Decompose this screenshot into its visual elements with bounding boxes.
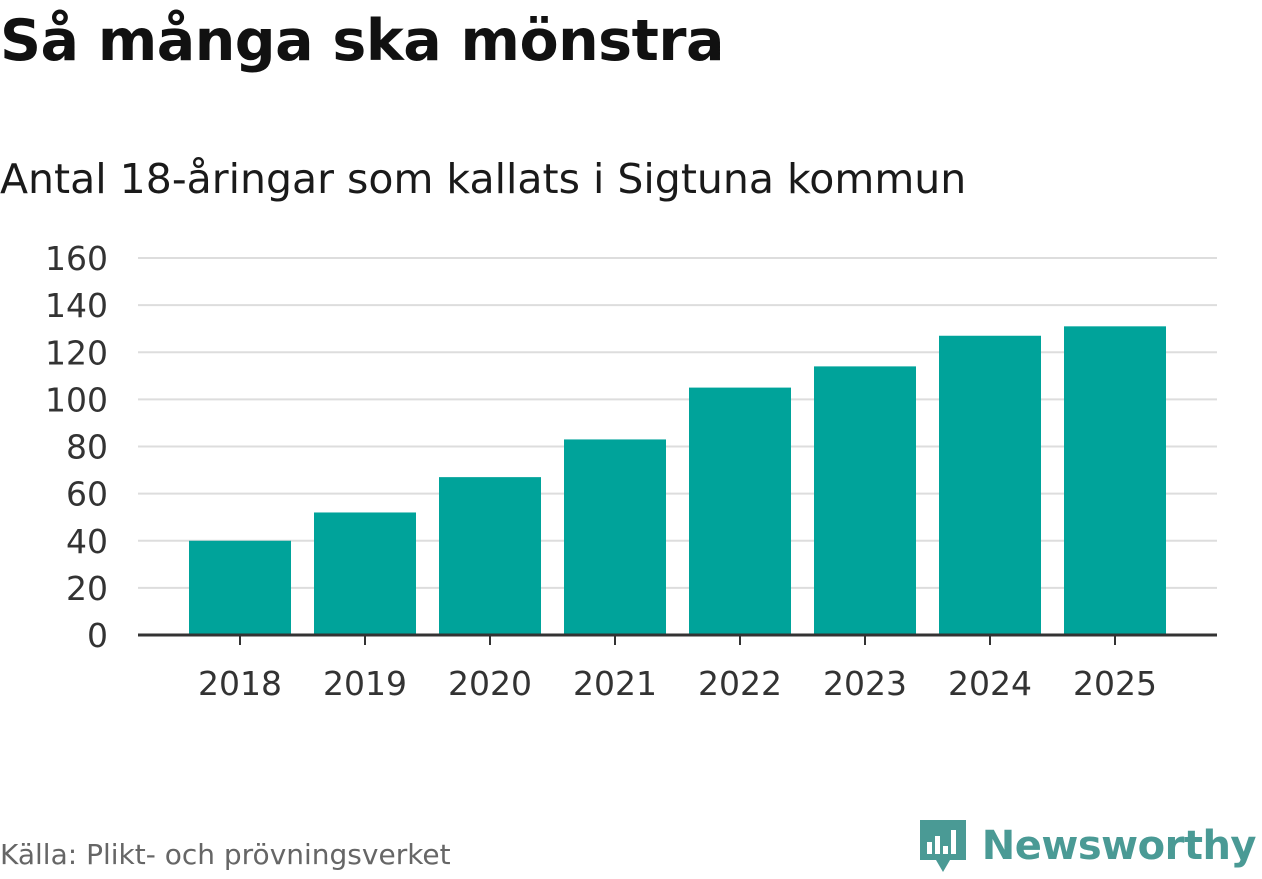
x-tick-label: 2021 xyxy=(573,664,657,703)
y-tick-label: 120 xyxy=(45,333,108,372)
y-tick-label: 80 xyxy=(66,428,108,467)
bar-2021 xyxy=(564,439,666,635)
brand-name: Newsworthy xyxy=(981,823,1257,869)
y-tick-label: 0 xyxy=(87,616,108,655)
source-note: Källa: Plikt- och prövningsverket xyxy=(0,838,451,871)
y-tick-label: 20 xyxy=(66,569,108,608)
bar-2020 xyxy=(439,477,541,635)
brand: Newsworthy xyxy=(918,816,1257,876)
bar-2025 xyxy=(1064,326,1166,635)
y-tick-label: 40 xyxy=(66,522,108,561)
x-tick-label: 2023 xyxy=(823,664,907,703)
chart-title: Så många ska mönstra xyxy=(0,8,724,74)
bar-2024 xyxy=(939,335,1041,635)
x-tick-label: 2022 xyxy=(698,664,782,703)
bar-2019 xyxy=(314,512,416,635)
bar-2018 xyxy=(189,540,291,635)
bars xyxy=(189,326,1166,635)
x-tick-label: 2025 xyxy=(1073,664,1157,703)
y-tick-label: 100 xyxy=(45,380,108,419)
y-tick-label: 60 xyxy=(66,475,108,514)
x-axis-ticks: 2018 2019 2020 2021 2022 2023 2024 2025 xyxy=(198,664,1157,703)
bar-2022 xyxy=(689,387,791,635)
x-tick-label: 2024 xyxy=(948,664,1032,703)
chart-subtitle: Antal 18-åringar som kallats i Sigtuna k… xyxy=(0,155,967,203)
x-tick-label: 2020 xyxy=(448,664,532,703)
x-axis xyxy=(138,633,1217,645)
x-tick-label: 2018 xyxy=(198,664,282,703)
y-tick-label: 140 xyxy=(45,286,108,325)
x-tick-label: 2019 xyxy=(323,664,407,703)
y-axis-ticks: 0 20 40 60 80 100 120 140 160 xyxy=(45,239,108,655)
bar-2023 xyxy=(814,366,916,635)
y-tick-label: 160 xyxy=(45,239,108,278)
newsworthy-logo-icon xyxy=(919,820,966,872)
gridlines xyxy=(138,257,1217,589)
